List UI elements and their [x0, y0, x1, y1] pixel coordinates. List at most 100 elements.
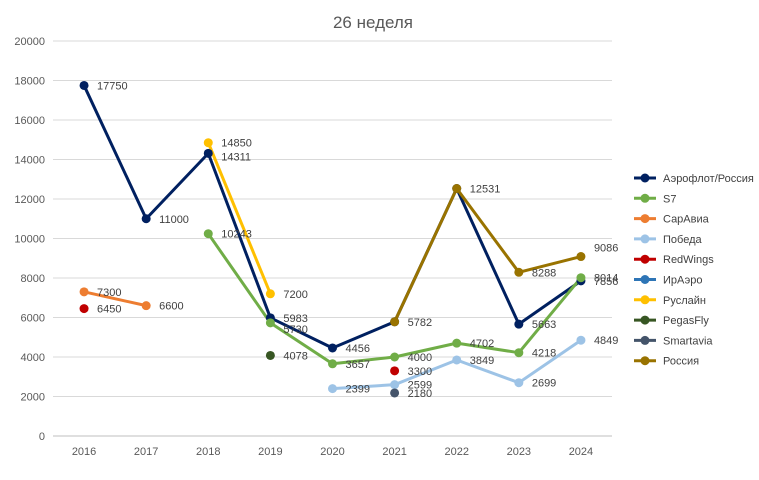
data-point: [514, 348, 524, 358]
legend-marker: [640, 275, 650, 284]
legend-entry: ИрАэро: [634, 275, 702, 287]
data-point: [576, 273, 586, 283]
x-tick-label: 2022: [444, 446, 468, 458]
data-label: 8014: [594, 273, 618, 285]
data-label: 2699: [532, 378, 556, 390]
data-label: 4456: [346, 343, 370, 355]
y-tick-label: 0: [39, 431, 45, 443]
series-markers-СарАвиа: [79, 287, 151, 311]
legend-entry: Smartavia: [634, 335, 713, 347]
legend-entry: RedWings: [634, 254, 714, 266]
data-labels: 17750 11000 14311 5983 4456 5782 5663 7856 10243…: [97, 80, 618, 400]
data-point: [390, 317, 400, 327]
data-point: [141, 214, 151, 224]
y-tick-label: 2000: [21, 392, 45, 404]
legend-entry: Победа: [634, 234, 702, 246]
data-point: [390, 388, 400, 398]
legend-marker: [640, 193, 650, 203]
data-label: 2599: [408, 380, 432, 392]
data-label: 4702: [470, 338, 494, 350]
legend-marker: [640, 315, 650, 325]
y-axis-ticks: 0 2000 4000 6000 8000 10000 12000 14000 16000 180…: [14, 36, 45, 443]
series-markers-S7: [203, 229, 586, 369]
data-label: 2180: [408, 388, 432, 400]
legend-label: Победа: [663, 234, 702, 246]
data-label: 4849: [594, 335, 618, 347]
data-point: [203, 138, 213, 148]
legend-label: Россия: [663, 356, 699, 368]
data-label: 2399: [346, 384, 370, 396]
x-tick-label: 2021: [382, 446, 406, 458]
data-point: [576, 335, 586, 345]
grid-lines: [53, 40, 612, 437]
x-tick-label: 2020: [320, 446, 344, 458]
legend-label: Smartavia: [663, 335, 713, 347]
legend-label: RedWings: [663, 254, 714, 266]
data-point: [265, 318, 275, 328]
data-label: 10243: [221, 229, 252, 241]
y-tick-label: 10000: [14, 234, 45, 246]
data-label: 7300: [97, 287, 121, 299]
data-point: [79, 80, 89, 90]
data-point: [203, 229, 213, 239]
data-point: [514, 267, 524, 277]
legend-label: S7: [663, 193, 676, 205]
legend-entry: Россия: [634, 356, 699, 368]
data-label: 8288: [532, 267, 556, 279]
legend-marker: [640, 295, 650, 305]
data-label: 5983: [283, 313, 307, 325]
legend-entry: S7: [634, 193, 676, 205]
x-tick-label: 2019: [258, 446, 282, 458]
legend-marker: [640, 335, 650, 345]
data-point: [452, 184, 462, 194]
data-point: [141, 301, 151, 311]
data-label: 3657: [346, 359, 370, 371]
legend: Аэрофлот/Россия S7 СарАвиа Победа RedWings Ир…: [634, 173, 754, 368]
y-tick-label: 20000: [14, 36, 45, 48]
series-markers-Россия: [390, 184, 586, 327]
data-point: [390, 380, 400, 390]
series-line: [83, 290, 147, 308]
data-point: [328, 359, 337, 369]
data-label: 7200: [283, 289, 307, 301]
x-tick-label: 2018: [196, 446, 220, 458]
data-point: [514, 378, 524, 388]
x-tick-label: 2023: [507, 446, 531, 458]
data-point: [79, 287, 89, 297]
data-label: 4000: [408, 352, 432, 364]
legend-label: Аэрофлот/Россия: [663, 173, 754, 185]
legend-marker: [640, 234, 650, 244]
series-markers-Победа: [328, 335, 586, 394]
data-label: 12531: [470, 184, 501, 196]
series-Руслайн: [206, 142, 272, 295]
x-tick-label: 2016: [72, 446, 96, 458]
data-label: 7856: [594, 276, 618, 288]
y-tick-label: 16000: [14, 115, 45, 127]
data-point: [328, 343, 337, 353]
series-lines: [79, 80, 586, 398]
data-point: [390, 352, 400, 362]
data-label: 3849: [470, 355, 494, 367]
series-СарАвиа: [83, 290, 147, 308]
legend-marker: [640, 254, 650, 264]
legend-label: СарАвиа: [663, 214, 710, 226]
data-point: [79, 304, 89, 314]
data-label: 4218: [532, 348, 556, 360]
data-label: 14850: [221, 138, 252, 150]
legend-marker: [640, 173, 650, 183]
legend-label: ИрАэро: [663, 275, 702, 287]
series-Россия: [393, 187, 582, 323]
legend-marker: [640, 356, 650, 366]
legend-marker: [640, 214, 650, 224]
data-point: [576, 252, 586, 262]
data-point: [452, 338, 462, 348]
x-tick-label: 2017: [134, 446, 158, 458]
data-label: 9086: [594, 243, 618, 255]
data-point: [452, 355, 462, 365]
x-tick-label: 2024: [569, 446, 593, 458]
data-label: 4078: [283, 350, 307, 362]
legend-entry: Аэрофлот/Россия: [634, 173, 754, 185]
data-label: 14311: [221, 151, 251, 163]
